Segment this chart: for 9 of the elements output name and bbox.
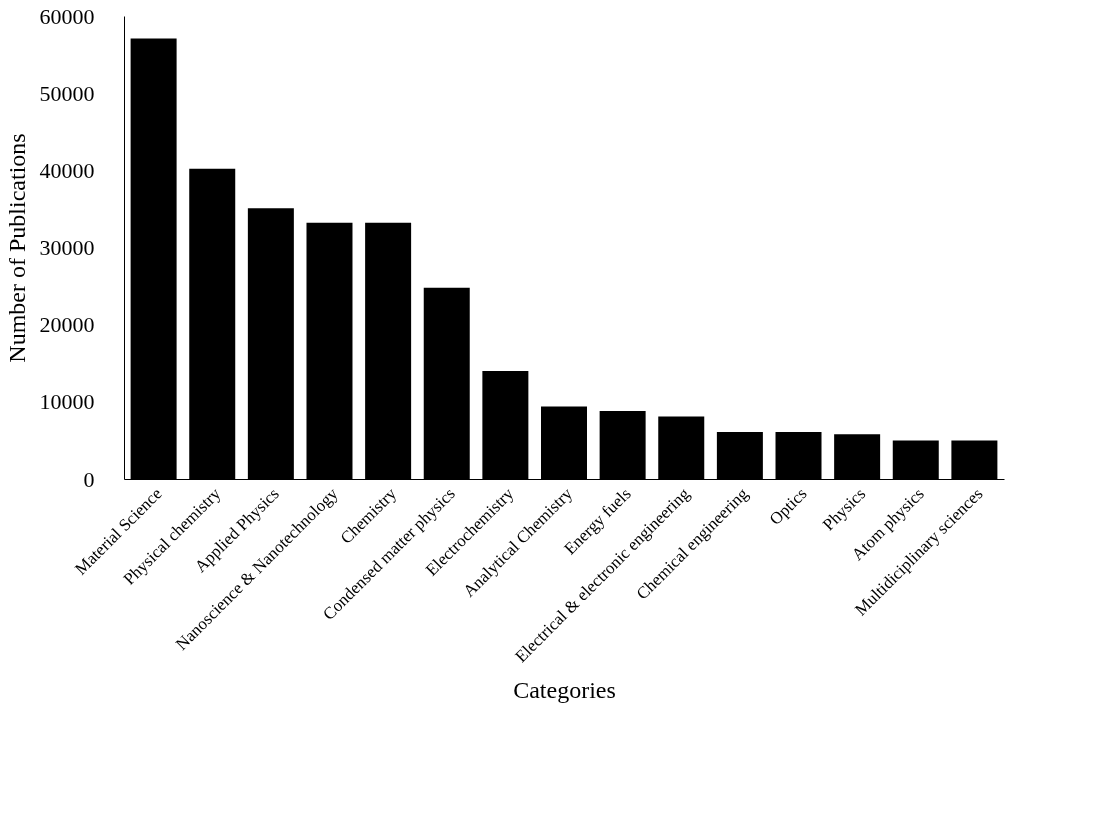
y-tick-label: 40000 — [39, 157, 95, 183]
y-tick-label: 50000 — [39, 80, 95, 106]
y-tick-label: 0 — [83, 466, 95, 492]
y-axis-title: Number of Publications — [3, 133, 30, 363]
y-tick-label: 10000 — [39, 389, 95, 415]
y-tick-label: 20000 — [39, 312, 95, 338]
x-axis-title: Categories — [513, 677, 616, 704]
y-tick-label: 30000 — [39, 235, 95, 260]
y-tick-label: 60000 — [39, 3, 95, 29]
